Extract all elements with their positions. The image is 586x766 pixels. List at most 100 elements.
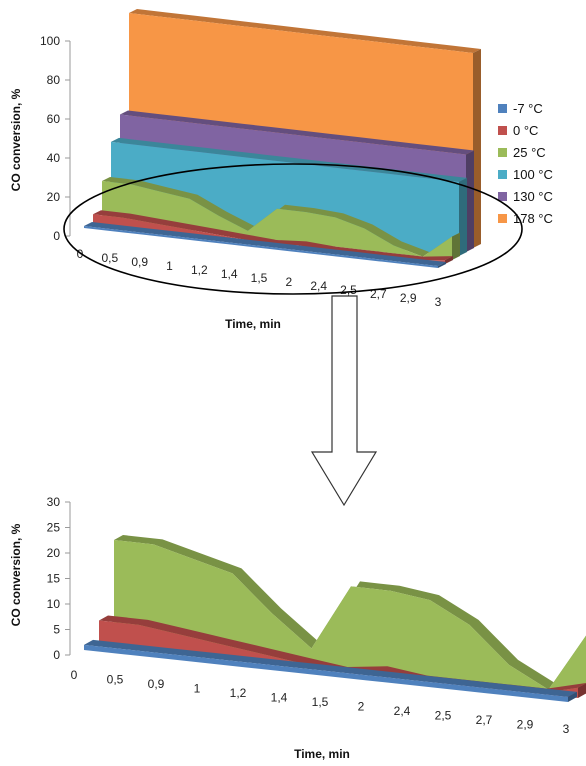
top-y-ticks: 0 20 40 60 80 100: [40, 34, 70, 243]
top-x-tick-label: 1: [166, 259, 173, 273]
bottom-y-tick-label: 15: [47, 572, 61, 586]
bottom-x-tick-label: 2,5: [435, 709, 452, 723]
legend-label: 25 °C: [513, 145, 546, 160]
top-x-tick-label: 0: [77, 247, 84, 261]
legend-label: 178 °C: [513, 211, 553, 226]
legend-swatch: [498, 126, 507, 135]
bottom-series-2: [114, 535, 586, 694]
bottom-chart: 0 5 10 15 20 25 30 0 0,5 0,9 1 1,2 1,4 1,5 2 2,4 2,5 2,7…: [9, 495, 586, 761]
bottom-y-tick-label: 5: [53, 623, 60, 637]
bottom-x-ticks: 0 0,5 0,9 1 1,2 1,4 1,5 2 2,4 2,5 2,7 2,9 3: [71, 668, 570, 736]
top-x-axis-title: Time, min: [225, 317, 281, 331]
top-series-2-side: [452, 232, 460, 260]
legend-label: 130 °C: [513, 189, 553, 204]
bottom-x-tick-label: 0,9: [148, 677, 165, 691]
bottom-series-0: [84, 639, 577, 702]
top-series-0-side: [438, 262, 446, 268]
top-x-tick-label: 2,5: [340, 283, 357, 297]
top-series-5-side: [473, 49, 481, 248]
legend-swatch: [498, 148, 507, 157]
highlight-ellipse: [63, 163, 523, 295]
top-x-tick-label: 3: [435, 295, 442, 309]
bottom-y-tick-label: 10: [47, 597, 61, 611]
bottom-x-tick-label: 1,4: [271, 691, 288, 705]
bottom-series-1: [99, 615, 586, 698]
bottom-y-tick-label: 30: [47, 495, 61, 509]
bottom-series-1-side: [578, 683, 586, 698]
top-x-tick-label: 0,5: [101, 251, 118, 265]
bottom-y-ticks: 0 5 10 15 20 25 30: [47, 495, 70, 662]
top-x-tick-label: 1,5: [251, 271, 268, 285]
legend-swatch: [498, 170, 507, 179]
bottom-x-tick-label: 2: [358, 700, 365, 714]
bottom-series-0-side: [568, 691, 577, 702]
top-x-tick-label: 2,4: [310, 279, 327, 293]
top-series-1-side: [445, 256, 453, 264]
top-y-tick-label: 40: [47, 151, 61, 165]
top-series-4-side: [466, 150, 474, 252]
bottom-y-tick-label: 20: [47, 546, 61, 560]
top-legend: -7 °C 0 °C 25 °C 100 °C 130 °C 178 °C: [498, 101, 553, 226]
bottom-y-tick-label: 25: [47, 521, 61, 535]
top-x-ticks: 0 0,5 0,9 1 1,2 1,4 1,5 2 2,4 2,5 2,7 2,9 3: [77, 247, 442, 309]
legend-item: 100 °C: [498, 167, 553, 182]
bottom-series-1-top: [99, 615, 586, 694]
top-x-tick-label: 0,9: [131, 255, 148, 269]
top-series-2-face: [102, 181, 452, 260]
top-series-2-top: [102, 177, 460, 257]
bottom-y-axis-title: CO conversion, %: [9, 523, 23, 626]
top-y-tick-label: 0: [53, 229, 60, 243]
bottom-x-tick-label: 1: [194, 682, 201, 696]
top-series-layer: [84, 9, 481, 268]
top-x-tick-label: 1,4: [221, 267, 238, 281]
bottom-x-tick-label: 0,5: [107, 673, 124, 687]
bottom-x-axis-title: Time, min: [294, 747, 350, 761]
bottom-series-layer: [84, 535, 586, 702]
bottom-x-tick-label: 1,5: [312, 695, 329, 709]
top-series-4-top: [120, 110, 474, 155]
top-x-tick-label: 2,9: [400, 291, 417, 305]
legend-item: 0 °C: [498, 123, 538, 138]
bottom-y-tick-label: 0: [53, 648, 60, 662]
legend-swatch: [498, 214, 507, 223]
legend-item: -7 °C: [498, 101, 543, 116]
top-series-0: [84, 222, 446, 268]
legend-label: -7 °C: [513, 101, 543, 116]
top-series-0-top: [84, 222, 446, 267]
bottom-x-tick-label: 2,4: [394, 704, 411, 718]
legend-label: 100 °C: [513, 167, 553, 182]
top-y-axis-title: CO conversion, %: [9, 88, 23, 191]
bottom-series-0-face: [84, 644, 568, 702]
zoom-arrow: [310, 295, 378, 507]
top-series-1: [93, 210, 453, 264]
legend-label: 0 °C: [513, 123, 538, 138]
bottom-x-tick-label: 2,9: [517, 718, 534, 732]
bottom-series-0-top: [84, 639, 577, 697]
legend-item: 130 °C: [498, 189, 553, 204]
legend-swatch: [498, 192, 507, 201]
top-x-tick-label: 2: [285, 275, 292, 289]
bottom-series-1-face: [99, 620, 578, 698]
bottom-x-tick-label: 2,7: [476, 713, 493, 727]
bottom-series-2-face: [114, 540, 586, 694]
top-series-3-top: [111, 137, 467, 182]
top-series-1-top: [93, 210, 453, 261]
bottom-series-2-top: [114, 535, 586, 690]
top-y-tick-label: 60: [47, 112, 61, 126]
legend-item: 25 °C: [498, 145, 546, 160]
top-y-tick-label: 100: [40, 34, 60, 48]
top-y-tick-label: 80: [47, 73, 61, 87]
legend-swatch: [498, 104, 507, 113]
top-series-3-side: [459, 177, 467, 256]
top-series-1-face: [93, 214, 445, 264]
bottom-x-tick-label: 1,2: [230, 686, 247, 700]
top-y-tick-label: 20: [47, 190, 61, 204]
bottom-x-tick-label: 3: [563, 722, 570, 736]
bottom-x-tick-label: 0: [71, 668, 78, 682]
legend-item: 178 °C: [498, 211, 553, 226]
top-series-5-top: [129, 9, 481, 53]
top-series-2: [102, 177, 460, 260]
top-series-0-face: [84, 226, 438, 268]
